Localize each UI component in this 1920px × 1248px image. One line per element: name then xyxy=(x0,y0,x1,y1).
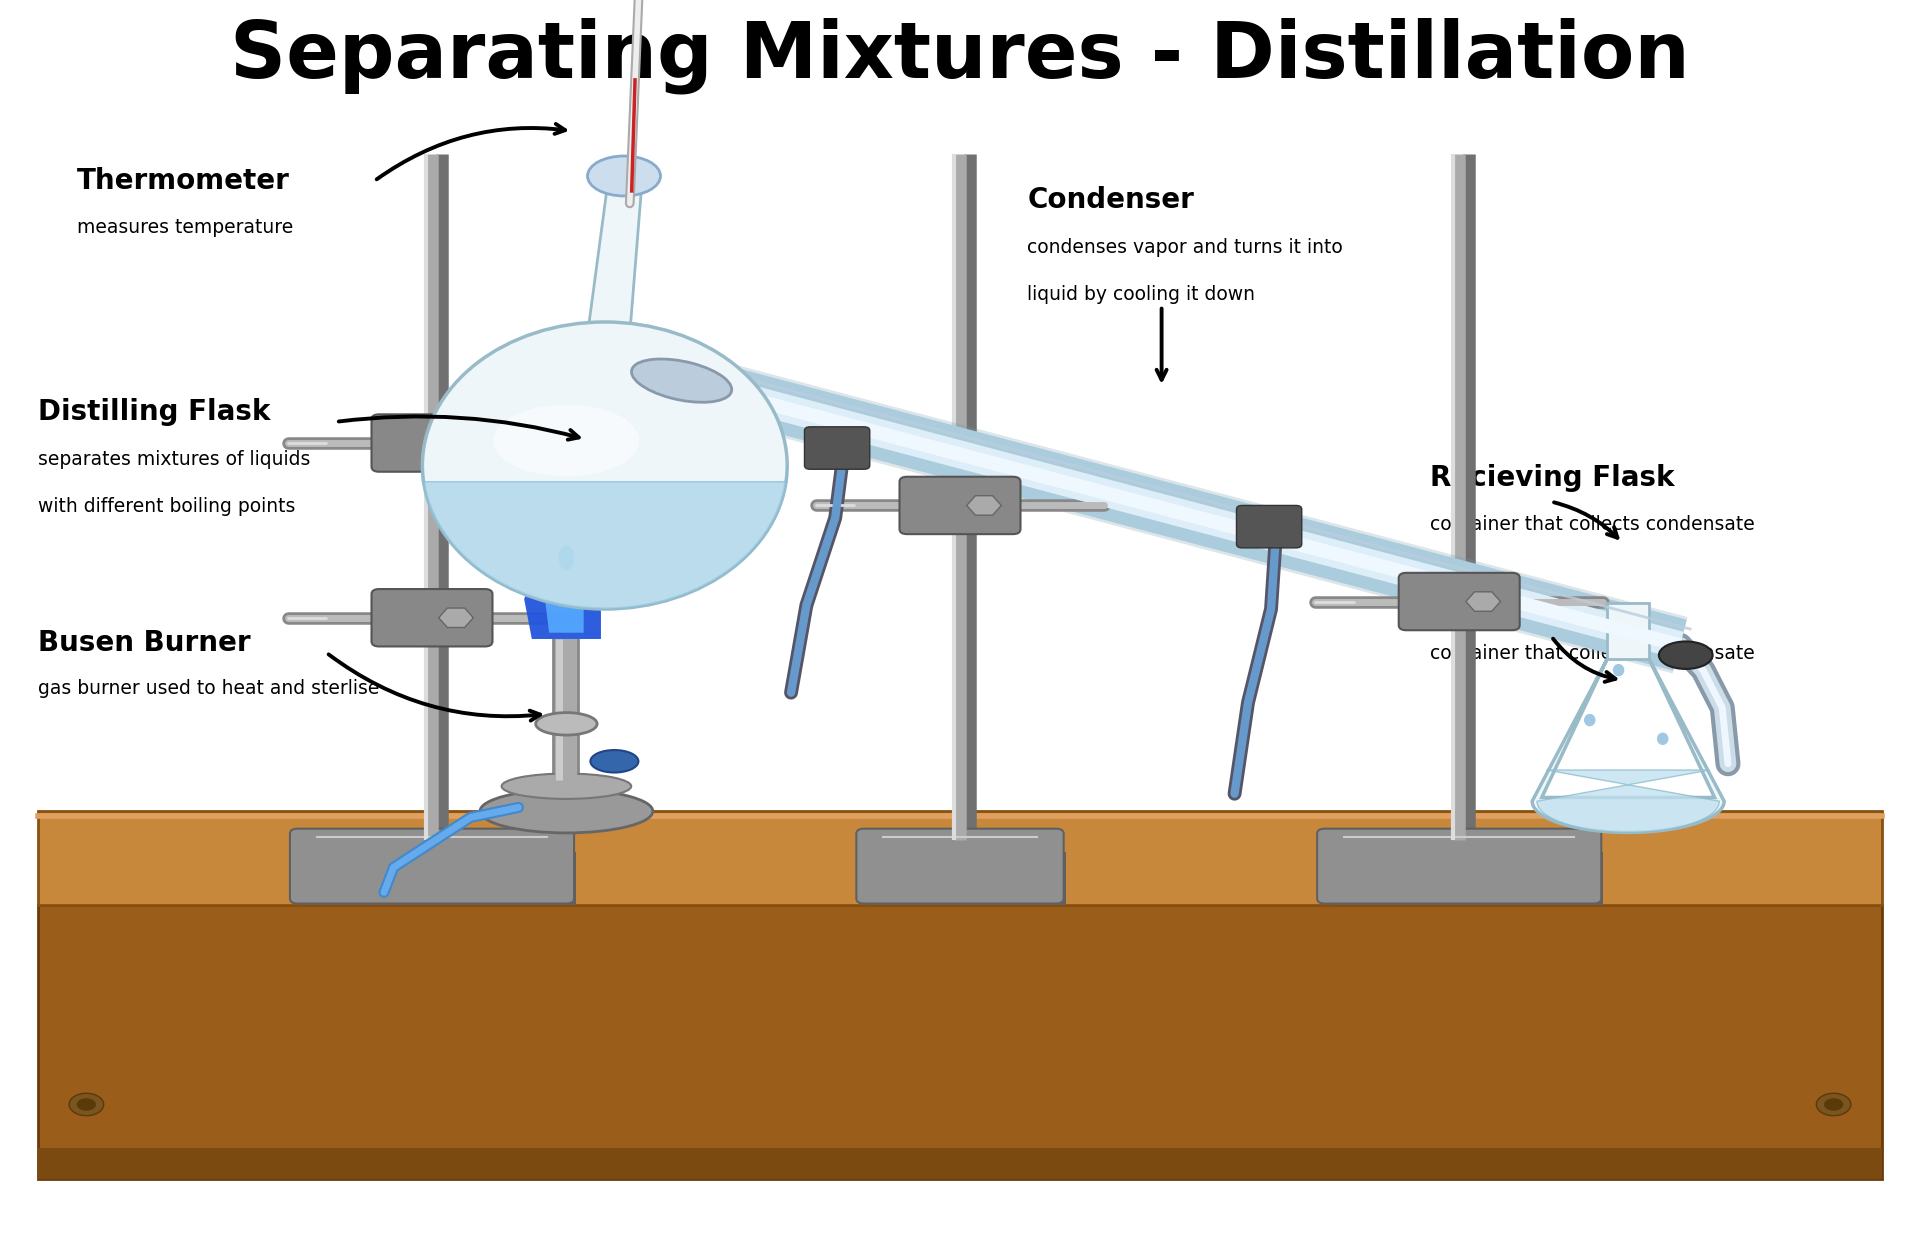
Polygon shape xyxy=(438,608,472,628)
Bar xyxy=(38,1148,1882,1179)
Ellipse shape xyxy=(493,404,639,477)
Text: condenses vapor and turns it into: condenses vapor and turns it into xyxy=(1027,237,1342,257)
Ellipse shape xyxy=(1657,733,1668,745)
Circle shape xyxy=(1816,1093,1851,1116)
Polygon shape xyxy=(422,466,787,609)
FancyBboxPatch shape xyxy=(1236,505,1302,548)
Ellipse shape xyxy=(1659,641,1713,669)
Text: with different boiling points: with different boiling points xyxy=(38,497,296,517)
Bar xyxy=(307,852,576,905)
FancyBboxPatch shape xyxy=(899,477,1021,534)
FancyBboxPatch shape xyxy=(856,829,1064,904)
Text: container that collects condensate: container that collects condensate xyxy=(1430,644,1755,664)
Text: Busen Burner: Busen Burner xyxy=(38,629,252,656)
Polygon shape xyxy=(438,433,472,453)
FancyBboxPatch shape xyxy=(1317,829,1601,904)
Bar xyxy=(874,852,1066,905)
FancyBboxPatch shape xyxy=(1398,573,1521,630)
Text: measures temperature: measures temperature xyxy=(77,217,294,237)
Text: Thermometer: Thermometer xyxy=(77,167,290,195)
Ellipse shape xyxy=(536,713,597,735)
Circle shape xyxy=(77,1098,96,1111)
Polygon shape xyxy=(545,549,584,633)
Polygon shape xyxy=(966,495,1002,515)
Text: Recieving Flask: Recieving Flask xyxy=(1430,464,1674,492)
Text: Distillate: Distillate xyxy=(1430,594,1572,622)
Ellipse shape xyxy=(559,545,574,570)
Ellipse shape xyxy=(591,750,637,773)
Ellipse shape xyxy=(632,359,732,402)
Ellipse shape xyxy=(1613,664,1624,676)
FancyBboxPatch shape xyxy=(804,427,870,469)
Ellipse shape xyxy=(480,790,653,832)
Polygon shape xyxy=(524,529,601,639)
Polygon shape xyxy=(1532,659,1724,832)
Ellipse shape xyxy=(501,774,632,799)
FancyBboxPatch shape xyxy=(290,829,574,904)
Bar xyxy=(1607,603,1649,659)
Text: Condenser: Condenser xyxy=(1027,186,1194,213)
Bar xyxy=(38,905,1882,1179)
Text: container that collects condensate: container that collects condensate xyxy=(1430,514,1755,534)
Text: Distilling Flask: Distilling Flask xyxy=(38,398,271,426)
Polygon shape xyxy=(1536,770,1720,832)
FancyBboxPatch shape xyxy=(371,414,492,472)
Bar xyxy=(38,811,1882,905)
Text: gas burner used to heat and sterlise: gas burner used to heat and sterlise xyxy=(38,679,380,699)
Ellipse shape xyxy=(422,322,787,609)
Circle shape xyxy=(1824,1098,1843,1111)
Polygon shape xyxy=(1467,592,1501,612)
Text: separates mixtures of liquids: separates mixtures of liquids xyxy=(38,449,311,469)
Bar xyxy=(1334,852,1603,905)
Circle shape xyxy=(69,1093,104,1116)
Polygon shape xyxy=(588,191,641,334)
Ellipse shape xyxy=(1584,714,1596,726)
Text: liquid by cooling it down: liquid by cooling it down xyxy=(1027,285,1256,305)
Text: Separating Mixtures - Distillation: Separating Mixtures - Distillation xyxy=(230,17,1690,95)
Ellipse shape xyxy=(588,156,660,196)
FancyBboxPatch shape xyxy=(371,589,492,646)
